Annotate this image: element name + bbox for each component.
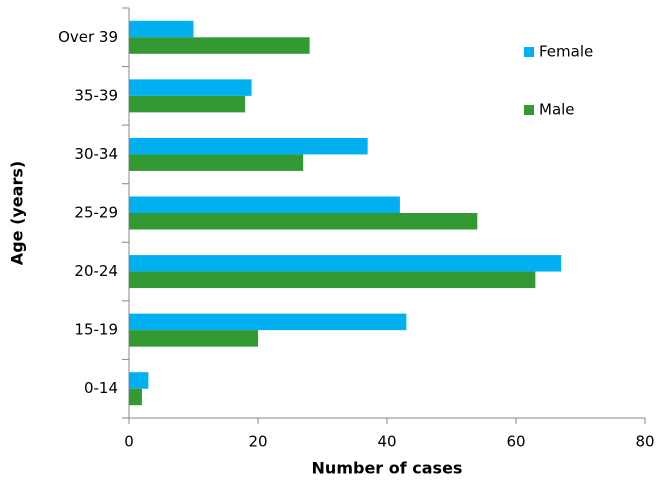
legend-swatch (524, 47, 534, 57)
bar (129, 196, 400, 213)
bar (129, 213, 478, 230)
x-tick-label: 80 (635, 433, 654, 451)
legend-label: Male (539, 101, 575, 119)
x-tick-label: 0 (124, 433, 134, 451)
legend-swatch (524, 105, 534, 115)
x-tick-label: 60 (506, 433, 525, 451)
y-axis-title: Age (years) (8, 161, 27, 265)
y-tick-label: 30-34 (74, 145, 118, 163)
y-tick-label: Over 39 (58, 28, 118, 46)
bar (129, 388, 142, 406)
y-tick-label: 20-24 (74, 262, 118, 280)
x-axis-title: Number of cases (312, 459, 463, 478)
x-tick-label: 20 (248, 433, 267, 451)
bar (129, 79, 252, 96)
y-tick-label: 15-19 (74, 321, 118, 339)
bar (129, 154, 304, 171)
bar (129, 313, 407, 331)
y-tick-label: 0-14 (84, 379, 118, 397)
bar (129, 330, 258, 347)
bar (129, 255, 562, 272)
bar (129, 95, 246, 113)
bar (129, 37, 310, 54)
y-tick-label: 35-39 (74, 86, 118, 104)
bar (129, 372, 149, 389)
bar (129, 20, 194, 38)
legend-label: Female (539, 43, 593, 61)
bar (129, 271, 536, 289)
x-tick-label: 40 (377, 433, 396, 451)
y-tick-label: 25-29 (74, 204, 118, 222)
bar (129, 137, 368, 155)
